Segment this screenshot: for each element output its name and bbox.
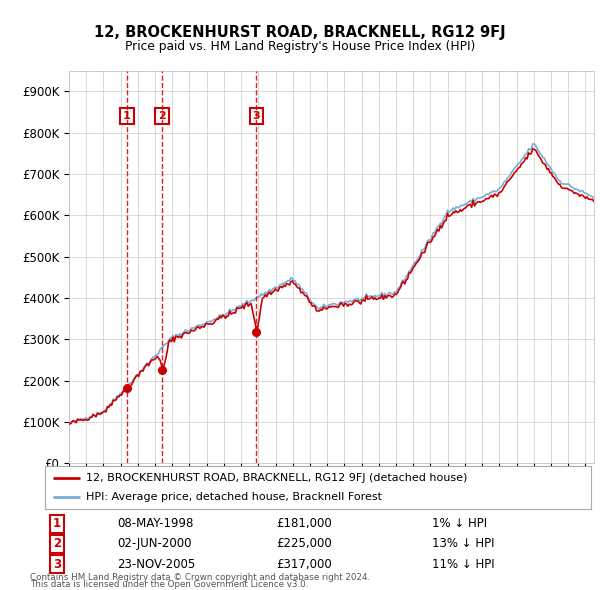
Text: Price paid vs. HM Land Registry's House Price Index (HPI): Price paid vs. HM Land Registry's House … xyxy=(125,40,475,53)
Text: 23-NOV-2005: 23-NOV-2005 xyxy=(117,558,195,571)
Text: £225,000: £225,000 xyxy=(276,537,332,550)
Text: 12, BROCKENHURST ROAD, BRACKNELL, RG12 9FJ (detached house): 12, BROCKENHURST ROAD, BRACKNELL, RG12 9… xyxy=(86,473,467,483)
Text: £317,000: £317,000 xyxy=(276,558,332,571)
Text: 1: 1 xyxy=(123,112,131,121)
Text: 12, BROCKENHURST ROAD, BRACKNELL, RG12 9FJ: 12, BROCKENHURST ROAD, BRACKNELL, RG12 9… xyxy=(94,25,506,40)
Text: Contains HM Land Registry data © Crown copyright and database right 2024.: Contains HM Land Registry data © Crown c… xyxy=(30,573,370,582)
Text: 02-JUN-2000: 02-JUN-2000 xyxy=(117,537,191,550)
Text: 08-MAY-1998: 08-MAY-1998 xyxy=(117,517,193,530)
Text: 1% ↓ HPI: 1% ↓ HPI xyxy=(432,517,487,530)
Text: HPI: Average price, detached house, Bracknell Forest: HPI: Average price, detached house, Brac… xyxy=(86,492,382,502)
Text: 3: 3 xyxy=(53,558,61,571)
Text: £181,000: £181,000 xyxy=(276,517,332,530)
Text: 3: 3 xyxy=(253,112,260,121)
Text: 13% ↓ HPI: 13% ↓ HPI xyxy=(432,537,494,550)
Text: This data is licensed under the Open Government Licence v3.0.: This data is licensed under the Open Gov… xyxy=(30,581,308,589)
Text: 2: 2 xyxy=(53,537,61,550)
Text: 11% ↓ HPI: 11% ↓ HPI xyxy=(432,558,494,571)
Text: 1: 1 xyxy=(53,517,61,530)
Text: 2: 2 xyxy=(158,112,166,121)
